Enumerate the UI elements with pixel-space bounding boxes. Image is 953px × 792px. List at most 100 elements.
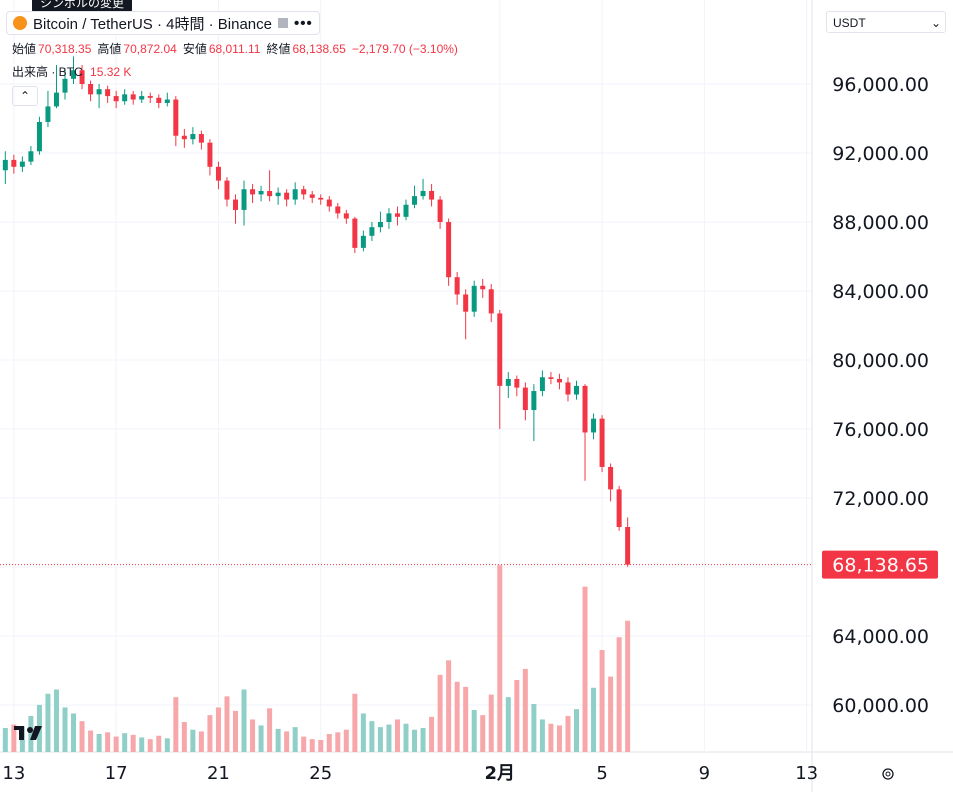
volume-bar (258, 725, 264, 752)
candle-body (45, 106, 51, 122)
volume-bar (591, 687, 597, 752)
volume-bar (556, 725, 562, 752)
flag-icon[interactable] (278, 18, 288, 28)
candle-body (88, 84, 94, 95)
settings-icon[interactable] (882, 768, 894, 780)
candle-body (198, 134, 204, 143)
volume-bar (96, 734, 102, 752)
volume-bar (582, 586, 588, 752)
x-tick-label: 9 (699, 763, 710, 784)
candle-body (147, 96, 153, 98)
volume-bar (446, 660, 452, 752)
candle-body (420, 190, 426, 197)
x-tick-label: 25 (309, 763, 332, 784)
volume-bar (71, 713, 77, 752)
volume-bar (2, 728, 8, 752)
volume-bar (343, 729, 349, 752)
caret: ⌄ (930, 16, 941, 30)
candle-body (224, 180, 230, 200)
candle-body (446, 222, 452, 278)
volume-bar (181, 722, 187, 752)
candle-body (250, 189, 256, 195)
volume-bar (309, 739, 315, 752)
volume-bar (215, 707, 221, 752)
candle-body (156, 97, 162, 103)
candle-body (565, 382, 571, 395)
volume-bar (463, 686, 469, 752)
volume-bar (437, 674, 443, 752)
volume-bar (267, 708, 273, 752)
volume-bar (275, 728, 281, 752)
y-tick-label: 72,000.00 (832, 488, 929, 510)
candle-body (267, 190, 273, 197)
candle-body (292, 189, 298, 200)
ohlc-label: 終値 (266, 42, 291, 56)
collapse-button[interactable]: ⌃ (12, 86, 38, 106)
volume-bar (429, 716, 435, 752)
candle-body (2, 159, 8, 171)
volume-bar (156, 735, 162, 752)
volume-bar (207, 715, 213, 752)
volume-bar (616, 637, 622, 752)
volume-bar (53, 689, 59, 752)
volume-bar (250, 719, 256, 752)
x-tick-label: 5 (596, 763, 607, 784)
candle-body (394, 213, 400, 217)
tv-logo (14, 726, 42, 740)
volume-bar (28, 716, 34, 752)
currency-select[interactable]: USDT ⌄ (826, 11, 946, 33)
volume-bar (471, 710, 477, 752)
candle-body (28, 151, 34, 162)
symbol-bar[interactable]: Bitcoin / TetherUS · 4時間 · Binance ••• (6, 11, 320, 35)
last-price-box (822, 550, 938, 579)
y-tick-label: 60,000.00 (832, 695, 929, 717)
candles (0, 56, 812, 567)
candle-body (36, 121, 42, 152)
candle-body (505, 378, 511, 386)
volume-title: 出来高 · BTC (12, 65, 83, 79)
candle-body (488, 289, 494, 314)
y-tick-label: 92,000.00 (832, 143, 929, 165)
candle-body (79, 70, 85, 85)
candle-body (352, 218, 358, 248)
candle-body (454, 277, 460, 295)
volume-bar (301, 736, 307, 752)
volume-bar (412, 729, 418, 752)
currency: USDT (833, 16, 866, 30)
volume-bar (539, 719, 545, 752)
volume-bar (318, 740, 324, 752)
candle-body (122, 94, 128, 102)
candle-body (19, 161, 25, 167)
volume-bar (403, 723, 409, 752)
candle-body (531, 391, 537, 411)
volume-bar (233, 710, 239, 752)
volume-bar (377, 727, 383, 752)
volume-bar (369, 721, 375, 752)
volume-bar (386, 724, 392, 752)
volume-bar (130, 734, 136, 752)
volume-bar (488, 694, 494, 752)
candle-body (275, 192, 281, 197)
volume-bar (147, 739, 153, 752)
candle-body (284, 192, 290, 200)
volume-bar (352, 693, 358, 752)
candle-body (309, 194, 315, 198)
volume-bar (45, 693, 51, 752)
volume-bar (190, 729, 196, 752)
candle-body (318, 197, 324, 200)
candle-body (591, 418, 597, 433)
candle-body (548, 377, 554, 379)
candle-body (582, 385, 588, 433)
volume-bar (88, 730, 94, 752)
more-icon[interactable]: ••• (294, 14, 313, 32)
change: −2,179.70 (−3.10%) (351, 42, 458, 56)
candle-body (403, 204, 409, 217)
candle-body (573, 385, 579, 395)
x-tick-label: 2月 (485, 763, 516, 784)
volume-bar (497, 565, 503, 752)
candle-body (190, 134, 196, 140)
candle-body (608, 466, 614, 490)
ohlc-label: 始値 (12, 42, 37, 56)
candle-body (497, 313, 503, 386)
